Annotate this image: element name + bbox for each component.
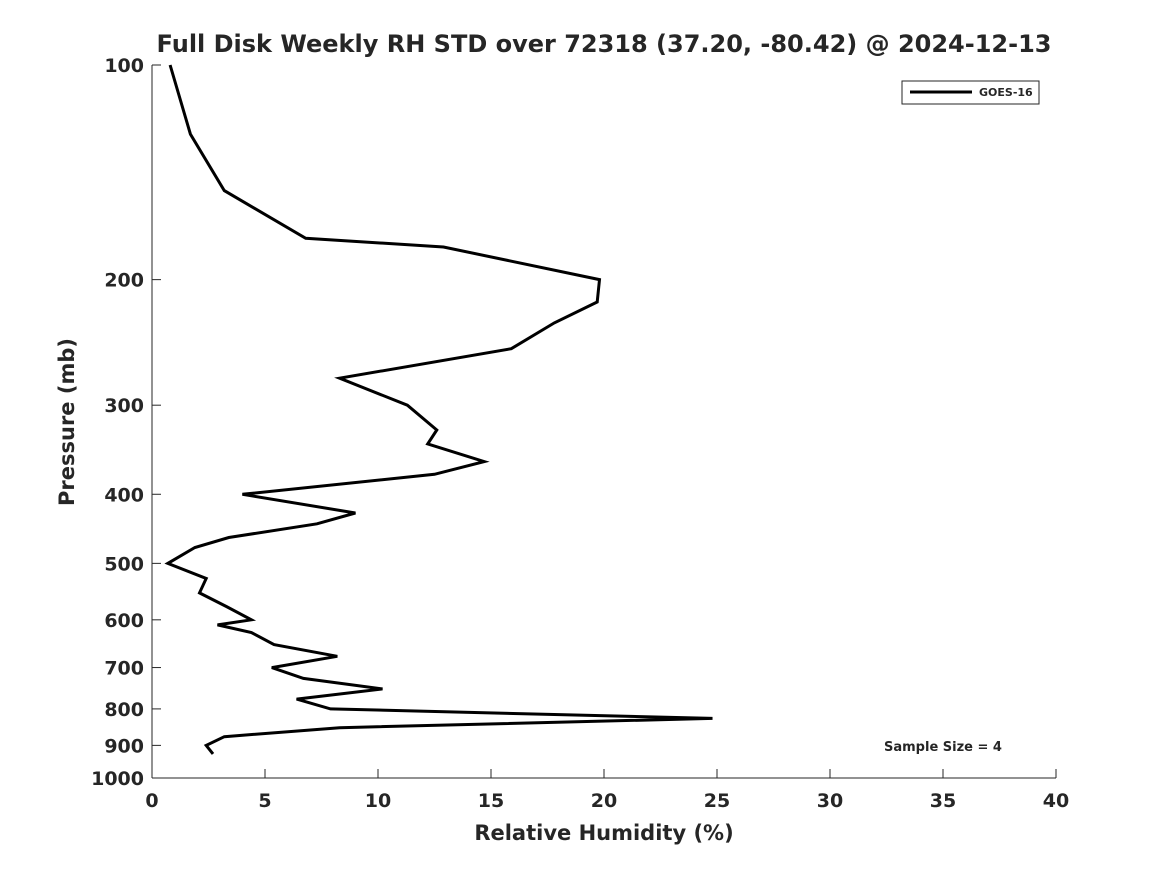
sample-size-annotation: Sample Size = 4: [884, 740, 1002, 755]
y-tick-label: 900: [104, 735, 144, 757]
x-tick-label: 20: [591, 790, 617, 812]
y-tick-label: 100: [104, 55, 144, 77]
x-tick-label: 5: [258, 790, 271, 812]
x-tick-label: 25: [704, 790, 730, 812]
series-line-goes-16: [164, 64, 713, 755]
y-tick-label: 800: [104, 699, 144, 721]
y-tick-label: 300: [104, 395, 144, 417]
chart-title: Full Disk Weekly RH STD over 72318 (37.2…: [157, 30, 1052, 58]
x-tick-label: 40: [1043, 790, 1069, 812]
y-tick-label: 700: [104, 658, 144, 680]
plot-area: [152, 65, 1056, 778]
x-tick-label: 10: [365, 790, 391, 812]
series-layer: [164, 64, 713, 755]
x-axis-ticks: 0 5 10 15 20 25 30 35 40: [145, 769, 1069, 812]
y-tick-label: 500: [104, 553, 144, 575]
x-tick-label: 15: [478, 790, 504, 812]
x-tick-label: 35: [930, 790, 956, 812]
x-tick-label: 0: [145, 790, 158, 812]
y-tick-label: 1000: [91, 768, 144, 790]
y-tick-label: 200: [104, 270, 144, 292]
x-axis-label: Relative Humidity (%): [474, 821, 733, 845]
legend: GOES-16: [901, 80, 1040, 105]
y-axis-ticks: 100 200 300 400 500 600 700 800 900 1000: [91, 55, 161, 790]
y-tick-label: 600: [104, 610, 144, 632]
y-axis-label: Pressure (mb): [55, 338, 79, 506]
y-tick-label: 400: [104, 484, 144, 506]
x-tick-label: 30: [817, 790, 843, 812]
legend-label-goes-16: GOES-16: [979, 86, 1033, 99]
